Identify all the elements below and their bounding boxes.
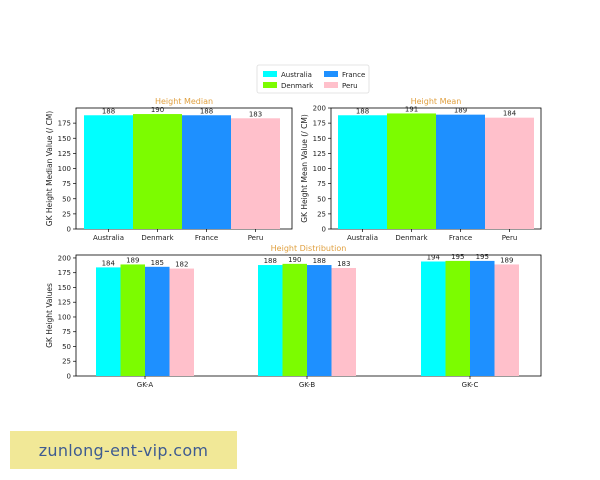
legend-swatch-france [324,71,338,77]
panel2-ylabel: GK Height Values [45,283,54,348]
panel1-ytick-label: 0 [322,226,326,234]
legend-swatch-denmark [263,82,277,88]
bar-peru [231,118,280,229]
legend: Australia Denmark France Peru [256,64,370,94]
data-label-denmark: 190 [151,106,164,114]
panel0-ytick-label: 50 [62,195,71,203]
data-label-peru: 183 [249,110,262,118]
data-label-gk-c-peru: 189 [500,256,513,264]
panel1-ytick-label: 25 [317,210,326,218]
bar-gk-a-peru [169,268,194,376]
data-label-gk-a-australia: 184 [102,259,116,267]
bar-france [182,115,231,229]
chart-title: Height Distribution [271,244,347,253]
data-label-denmark: 191 [405,105,418,113]
panel2-ytick-label: 150 [58,284,71,292]
data-label-gk-a-denmark: 189 [126,256,139,264]
bar-gk-c-france [470,260,495,376]
distribution-chart: 0 25 50 75 100 125 150 175 200 GK Height Values He… [45,244,542,389]
panel2-ytick-label: 200 [58,254,71,262]
panel1-ytick-label: 100 [313,165,326,173]
panel2-ytick-label: 50 [62,343,71,351]
xtick-label-gk-c: GK-C [462,381,479,389]
watermark-text: zunlong-ent-vip.com [38,440,209,460]
xtick-label-france: France [195,234,218,242]
panel1-ytick-label: 125 [313,150,326,158]
bar-peru [485,117,534,229]
data-label-australia: 188 [356,107,369,115]
panel1-ytick-label: 175 [313,120,326,128]
panel0-ylabel: GK Height Median Value (/ CM) [45,111,54,226]
panel0-ytick-label: 75 [62,180,71,188]
xtick-label-denmark: Denmark [395,234,428,242]
data-label-gk-b-australia: 188 [264,257,277,265]
panel2-ytick-label: 175 [58,269,71,277]
data-label-gk-a-france: 185 [151,259,164,267]
data-label-gk-b-france: 188 [313,257,326,265]
bar-gk-b-denmark [282,263,307,376]
legend-label-denmark: Denmark [281,82,314,90]
panel0-ytick-label: 175 [58,120,71,128]
xtick-label-denmark: Denmark [141,234,174,242]
xtick-label-gk-a: GK-A [137,381,154,389]
mean-chart: 0 25 50 75 100 125 150 175 200 GK Height Mean Val… [300,97,542,242]
data-label-gk-b-peru: 183 [337,260,350,268]
legend-label-peru: Peru [342,82,358,90]
panel1-ylabel: GK Height Mean Value (/ CM) [300,114,309,223]
legend-box [256,64,370,94]
data-label-france: 189 [454,107,467,115]
data-label-gk-c-france: 195 [476,253,489,261]
legend-swatch-australia [263,71,277,77]
bar-gk-a-australia [96,267,121,376]
bar-gk-b-france [307,265,332,376]
bar-australia [84,115,133,229]
legend-label-france: France [342,71,365,79]
panel2-ytick-label: 75 [62,328,71,336]
bar-gk-c-denmark [445,260,470,376]
bar-gk-a-denmark [120,264,145,376]
bar-gk-b-australia [258,265,283,376]
data-label-australia: 188 [102,107,115,115]
panel2-ytick-label: 100 [58,313,71,321]
data-label-peru: 184 [503,110,517,118]
panel1-ytick-label: 50 [317,195,326,203]
panel2-ytick-label: 0 [67,373,71,381]
panel1-ytick-label: 75 [317,180,326,188]
data-label-gk-c-denmark: 195 [451,253,464,261]
bar-gk-c-australia [421,261,446,376]
panel2-ytick-label: 25 [62,358,71,366]
data-label-gk-a-peru: 182 [175,261,188,269]
data-label-france: 188 [200,107,213,115]
bar-france [436,114,485,229]
panel0-ytick-label: 100 [58,165,71,173]
legend-swatch-peru [324,82,338,88]
bar-gk-c-peru [494,264,519,376]
legend-label-australia: Australia [281,71,312,79]
data-label-gk-b-denmark: 190 [288,256,301,264]
panel2-ytick-label: 125 [58,299,71,307]
watermark-banner: zunlong-ent-vip.com [10,431,237,469]
xtick-label-australia: Australia [93,234,124,242]
median-chart: 0 25 50 75 100 125 150 175 GK Height Median Valu… [45,97,293,242]
bar-gk-b-peru [331,267,356,376]
panel0-ytick-label: 25 [62,210,71,218]
chart-title: Height Mean [411,97,462,106]
panel1-ytick-label: 200 [313,105,326,113]
xtick-label-peru: Peru [502,234,518,242]
data-label-gk-c-australia: 194 [427,253,441,261]
chart-title: Height Median [155,97,213,106]
panel0-ytick-label: 0 [67,226,71,234]
xtick-label-peru: Peru [248,234,264,242]
xtick-label-gk-b: GK-B [299,381,316,389]
bar-australia [338,115,387,229]
bar-denmark [387,113,436,229]
bar-gk-a-france [145,266,170,376]
bar-denmark [133,114,182,229]
panel0-ytick-label: 125 [58,150,71,158]
panel0-ytick-label: 150 [58,135,71,143]
xtick-label-france: France [449,234,472,242]
xtick-label-australia: Australia [347,234,378,242]
panel1-ytick-label: 150 [313,135,326,143]
